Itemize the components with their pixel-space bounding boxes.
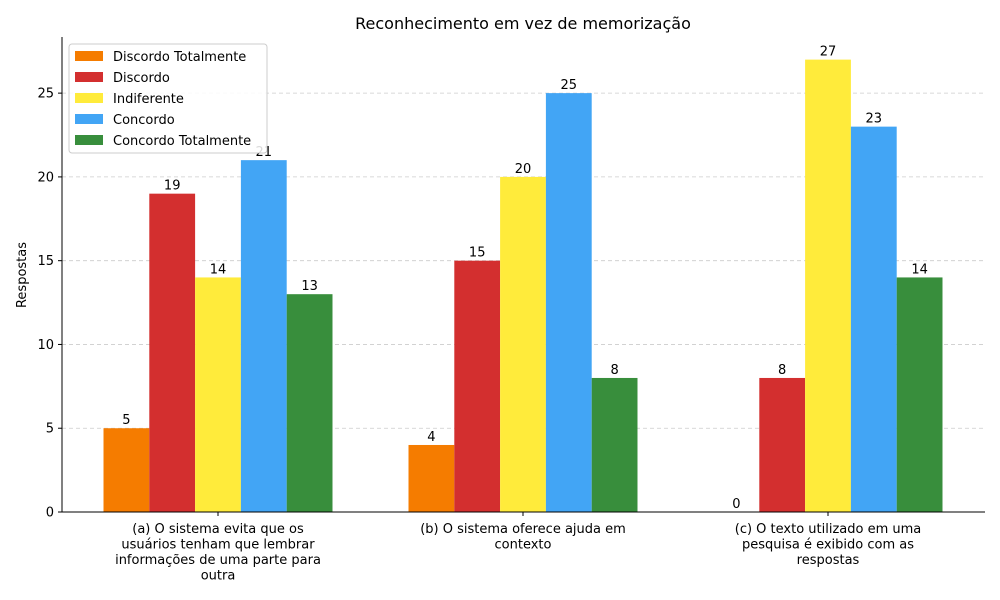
x-tick-label: respostas	[797, 553, 860, 568]
data-label: 15	[469, 246, 486, 261]
y-tick-label: 5	[46, 422, 54, 437]
data-label: 5	[122, 413, 130, 428]
y-tick-label: 25	[37, 87, 54, 102]
data-label: 25	[561, 78, 578, 93]
bar	[591, 377, 638, 512]
bar	[805, 59, 851, 512]
x-tick-label: outra	[201, 569, 236, 584]
bar	[545, 93, 592, 512]
data-label: 8	[778, 363, 786, 378]
legend-swatch	[75, 114, 103, 124]
data-label: 27	[820, 45, 837, 60]
data-label: 8	[610, 363, 618, 378]
x-tick-label: contexto	[495, 538, 552, 553]
y-tick-label: 0	[46, 506, 54, 521]
bar	[149, 193, 196, 513]
y-ticks: 0 5 10 15 20 25	[37, 87, 62, 521]
legend-label: Indiferente	[113, 92, 184, 107]
data-label: 14	[210, 262, 227, 277]
axes	[61, 37, 985, 516]
y-tick-label: 15	[37, 254, 54, 269]
x-tick-label: informações de uma parte para	[115, 553, 321, 568]
legend-label: Discordo Totalmente	[113, 50, 246, 65]
legend-box	[68, 43, 268, 154]
x-tick-label: pesquisa é exibido com as	[742, 538, 914, 553]
bar	[759, 377, 806, 512]
data-label: 20	[515, 162, 532, 177]
legend-swatch	[75, 93, 103, 103]
data-label: 0	[732, 497, 740, 512]
y-axis-label: Respostas	[15, 242, 30, 308]
x-tick-label: usuários tenham que lembrar	[121, 538, 315, 553]
legend-label: Concordo	[113, 113, 175, 128]
bar	[500, 176, 546, 512]
legend: Discordo Totalmente Discordo Indiferente Co…	[68, 43, 268, 154]
legend-swatch	[75, 72, 103, 82]
x-tick-label: (b) O sistema oferece ajuda em	[420, 522, 626, 537]
x-tick-label: (c) O texto utilizado em uma	[735, 522, 922, 537]
y-tick-label: 20	[37, 170, 54, 185]
bar	[103, 428, 150, 512]
data-label: 23	[866, 112, 883, 127]
legend-swatch	[75, 51, 103, 61]
data-label: 19	[164, 179, 181, 194]
bar	[850, 126, 897, 512]
y-tick-label: 10	[37, 338, 54, 353]
bar	[896, 277, 943, 512]
legend-swatch	[75, 135, 103, 145]
bars	[103, 59, 943, 513]
bar	[454, 260, 501, 512]
bar	[286, 294, 333, 512]
chart-title: Reconhecimento em vez de memorização	[355, 14, 691, 33]
data-label: 4	[427, 430, 435, 445]
bar	[195, 277, 241, 512]
data-label: 14	[911, 262, 928, 277]
bar	[240, 160, 287, 513]
legend-label: Discordo	[113, 71, 170, 86]
data-label: 13	[301, 279, 318, 294]
x-tick-label: (a) O sistema evita que os	[132, 522, 304, 537]
legend-label: Concordo Totalmente	[113, 134, 251, 149]
bar	[408, 444, 455, 512]
